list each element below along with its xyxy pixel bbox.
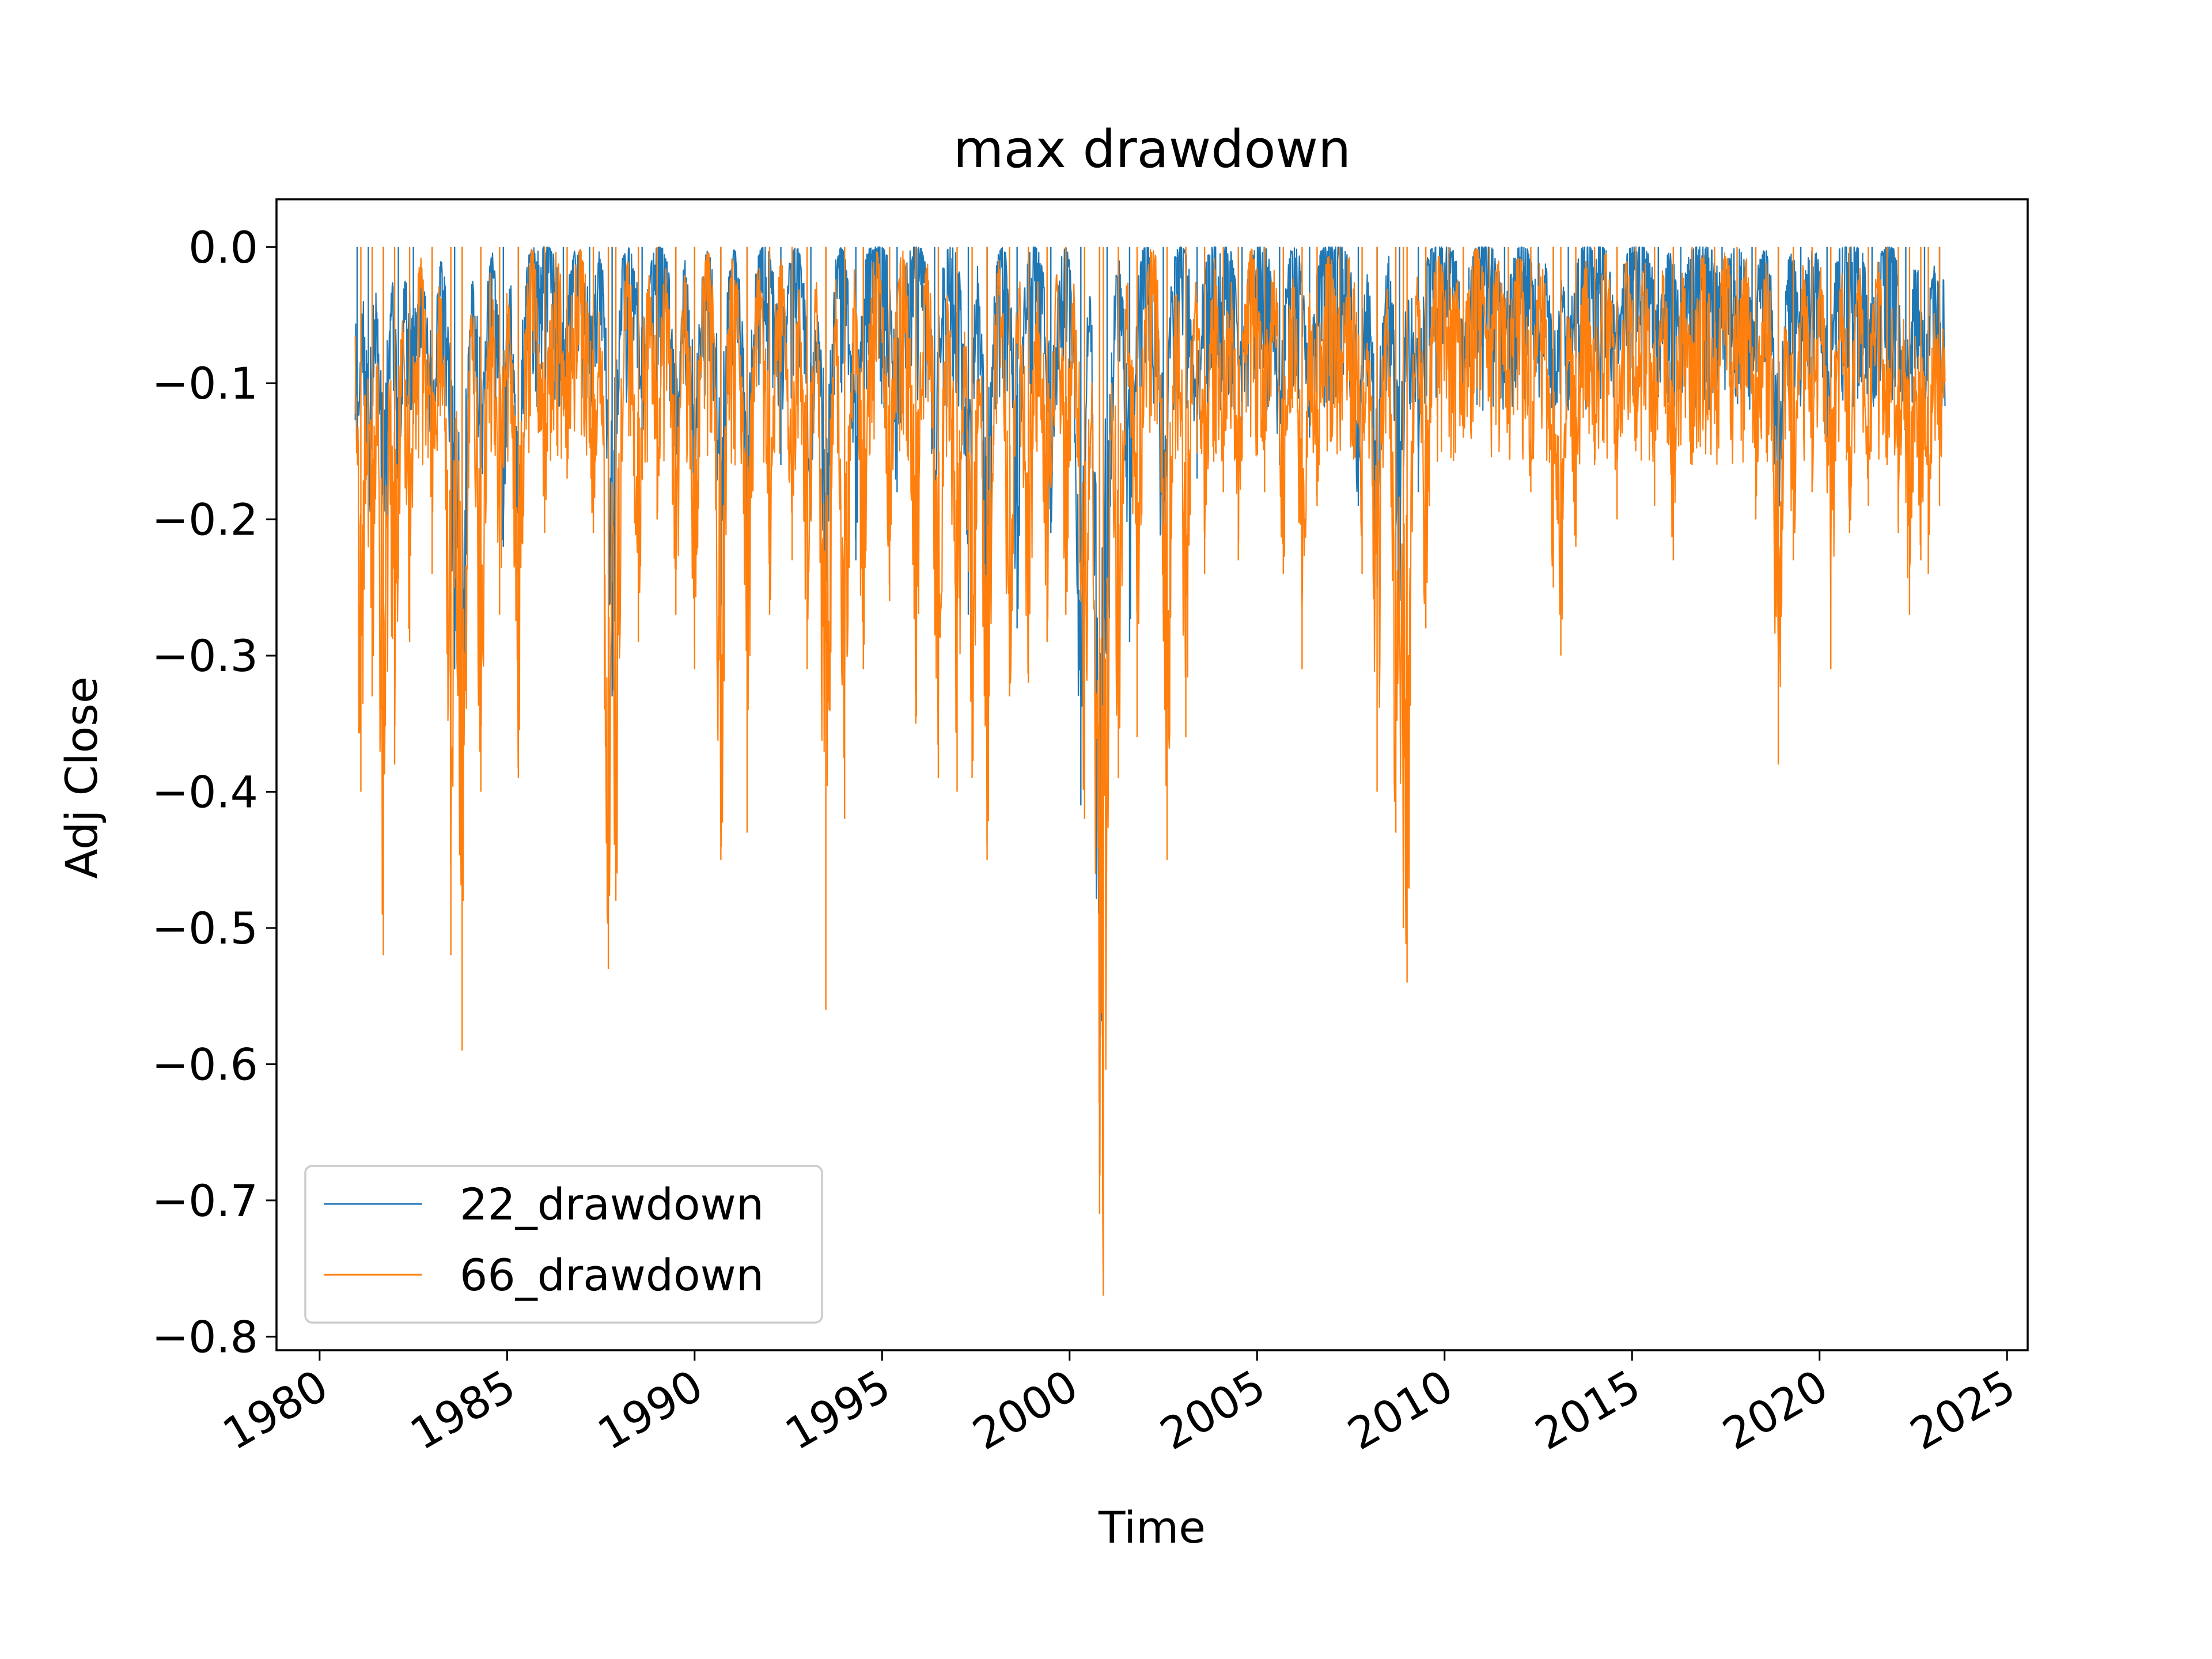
y-tick-label: −0.3 (151, 630, 258, 681)
y-tick-label: −0.8 (151, 1311, 258, 1362)
legend: 22_drawdown 66_drawdown (304, 1165, 823, 1324)
y-tick-label: −0.4 (151, 767, 258, 818)
series-layer (354, 246, 1946, 1296)
legend-label-22-drawdown: 22_drawdown (460, 1179, 764, 1230)
plot-area-frame (275, 198, 2029, 1351)
y-tick-label: 0.0 (188, 222, 258, 273)
y-tick-label: −0.6 (151, 1039, 258, 1090)
y-tick-label: −0.7 (151, 1175, 258, 1226)
y-tick-label: −0.5 (151, 903, 258, 954)
chart-title: max drawdown (953, 119, 1351, 180)
y-axis-ticks: 0.0 −0.1 −0.2 −0.3 −0.4 −0.5 −0.6 −0.7 −0.8 (151, 222, 276, 1362)
y-axis-label: Adj Close (56, 676, 107, 878)
series-line-66-drawdown (354, 248, 1946, 1272)
legend-box (304, 1165, 823, 1324)
legend-label-66-drawdown: 66_drawdown (460, 1249, 764, 1301)
y-tick-label: −0.2 (151, 494, 258, 546)
y-tick-label: −0.1 (151, 358, 258, 409)
x-axis-label: Time (1098, 1502, 1206, 1553)
